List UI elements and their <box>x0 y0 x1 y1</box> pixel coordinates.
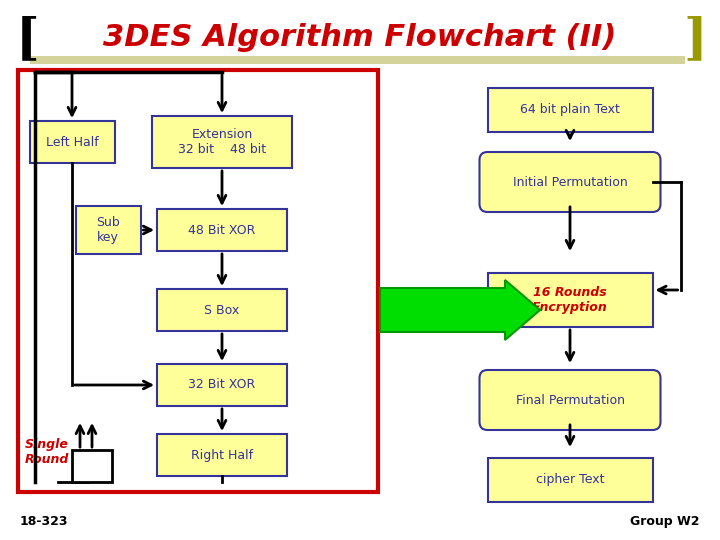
Text: Final Permutation: Final Permutation <box>516 394 624 407</box>
FancyBboxPatch shape <box>487 273 652 327</box>
FancyBboxPatch shape <box>480 370 660 430</box>
Text: Initial Permutation: Initial Permutation <box>513 176 627 188</box>
Text: 48 Bit XOR: 48 Bit XOR <box>189 224 256 237</box>
FancyBboxPatch shape <box>157 289 287 331</box>
FancyBboxPatch shape <box>487 88 652 132</box>
Text: Extension
32 bit    48 bit: Extension 32 bit 48 bit <box>178 128 266 156</box>
FancyBboxPatch shape <box>30 121 114 163</box>
FancyBboxPatch shape <box>487 458 652 502</box>
FancyBboxPatch shape <box>152 116 292 168</box>
Text: 64 bit plain Text: 64 bit plain Text <box>520 104 620 117</box>
Text: [: [ <box>16 16 40 64</box>
FancyBboxPatch shape <box>76 206 140 254</box>
Text: ]: ] <box>683 16 707 64</box>
Text: 18-323: 18-323 <box>20 515 68 528</box>
Text: Sub
key: Sub key <box>96 216 120 244</box>
Text: Single
Round: Single Round <box>24 438 69 466</box>
Bar <box>30 56 685 64</box>
Text: S Box: S Box <box>204 303 240 316</box>
FancyBboxPatch shape <box>480 152 660 212</box>
Text: 32 Bit XOR: 32 Bit XOR <box>189 379 256 392</box>
Text: Left Half: Left Half <box>45 136 99 148</box>
Text: Right Half: Right Half <box>191 449 253 462</box>
Text: Group W2: Group W2 <box>631 515 700 528</box>
Text: 16 Rounds
Encryption: 16 Rounds Encryption <box>532 286 608 314</box>
FancyBboxPatch shape <box>72 450 112 482</box>
FancyArrow shape <box>380 280 540 340</box>
Text: 3DES Algorithm Flowchart (II): 3DES Algorithm Flowchart (II) <box>103 24 617 52</box>
FancyBboxPatch shape <box>157 209 287 251</box>
Text: cipher Text: cipher Text <box>536 474 604 487</box>
FancyBboxPatch shape <box>157 434 287 476</box>
FancyBboxPatch shape <box>157 364 287 406</box>
